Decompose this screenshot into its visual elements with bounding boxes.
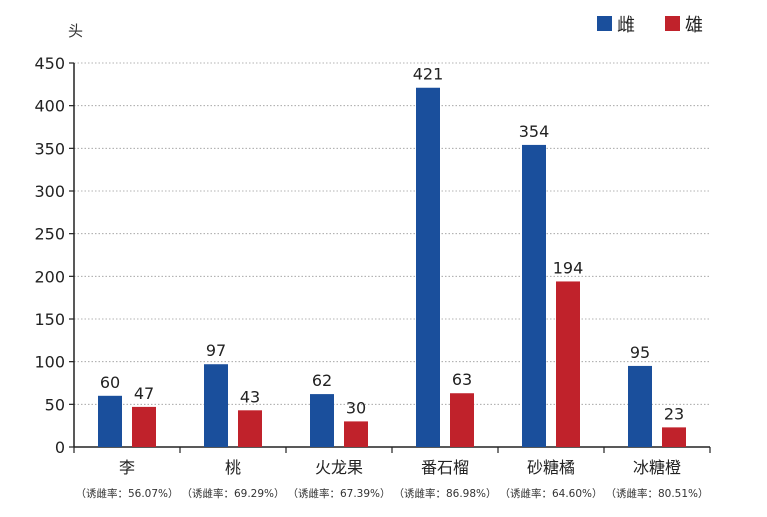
bars: 60 47 97 43 62 30 421 63 354 194 95 23	[98, 65, 686, 448]
data-label: 95	[630, 343, 650, 362]
bar-male	[556, 281, 580, 447]
category-note: （诱雌率：67.39%）	[287, 487, 390, 500]
gridlines	[74, 62, 710, 405]
y-tick-label: 150	[34, 310, 65, 329]
data-label: 62	[312, 371, 332, 390]
y-axis: 0 50 100 150 200 250 300 350 400 450	[34, 54, 75, 457]
bar-female	[204, 364, 228, 447]
x-category-label: 砂糖橘	[527, 458, 575, 477]
category-note: （诱雌率：86.98%）	[393, 487, 496, 500]
y-tick-label: 400	[34, 97, 65, 116]
bar-male	[662, 427, 686, 447]
legend-swatch	[665, 16, 680, 31]
legend-label: 雄	[685, 15, 703, 36]
data-label: 60	[100, 373, 120, 392]
data-label: 23	[664, 404, 684, 423]
y-tick-label: 250	[34, 225, 65, 244]
x-category-label: 桃	[225, 458, 241, 477]
data-label: 30	[346, 398, 366, 417]
legend-label: 雌	[617, 15, 635, 36]
bar-female	[628, 365, 652, 447]
data-label: 194	[553, 258, 584, 277]
y-tick-label: 100	[34, 353, 65, 372]
y-tick-label: 450	[34, 54, 65, 73]
data-label: 354	[519, 122, 550, 141]
y-tick-label: 200	[34, 267, 65, 286]
data-label: 97	[206, 341, 226, 360]
legend: 雌雄	[597, 15, 703, 36]
x-category-label: 番石榴	[421, 458, 469, 477]
data-label: 421	[413, 65, 444, 84]
data-label: 43	[240, 387, 260, 406]
bar-male	[450, 393, 474, 447]
data-label: 63	[452, 370, 472, 389]
x-category-label: 火龙果	[315, 458, 363, 477]
category-note: （诱雌率：80.51%）	[605, 487, 708, 500]
category-note: （诱雌率：69.29%）	[181, 487, 284, 500]
bar-male	[344, 421, 368, 447]
legend-swatch	[597, 16, 612, 31]
y-tick-label: 0	[55, 438, 65, 457]
y-tick-label: 50	[45, 395, 65, 414]
category-note: （诱雌率：56.07%）	[75, 487, 178, 500]
x-axis: 李 （诱雌率：56.07%） 桃 （诱雌率：69.29%） 火龙果 （诱雌率：67.39%…	[73, 446, 711, 500]
x-category-label: 冰糖橙	[633, 458, 681, 477]
bar-female	[98, 395, 122, 447]
bar-male	[132, 406, 156, 447]
y-tick-label: 300	[34, 182, 65, 201]
bar-female	[522, 144, 546, 448]
y-unit-label: 头	[68, 22, 83, 40]
data-label: 47	[134, 384, 154, 403]
bar-female	[416, 87, 440, 447]
bar-female	[310, 394, 334, 447]
category-note: （诱雌率：64.60%）	[499, 487, 602, 500]
y-tick-label: 350	[34, 139, 65, 158]
x-category-label: 李	[119, 458, 135, 477]
bar-male	[238, 410, 262, 447]
